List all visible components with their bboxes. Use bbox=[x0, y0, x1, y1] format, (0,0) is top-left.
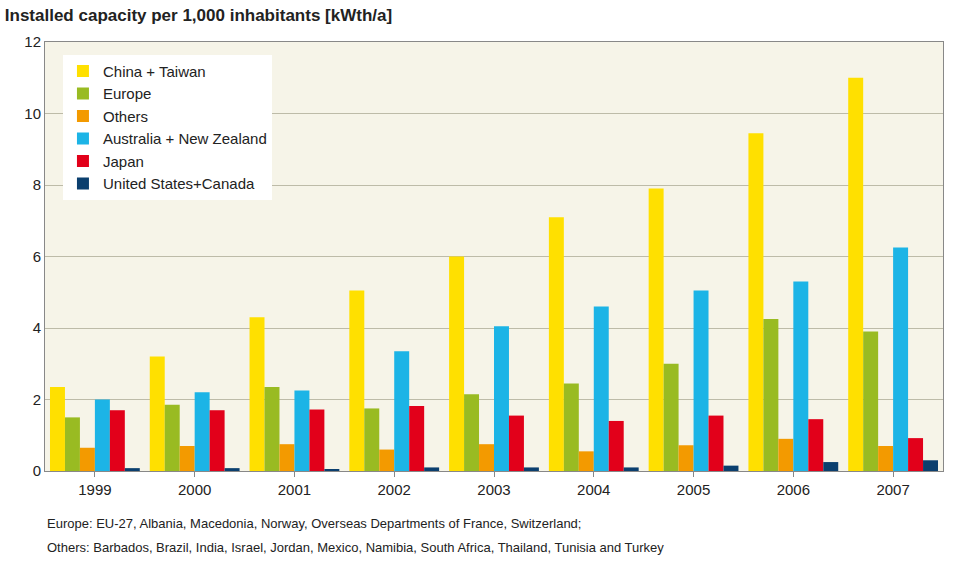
svg-text:2003: 2003 bbox=[477, 481, 510, 498]
svg-text:Australia + New Zealand: Australia + New Zealand bbox=[103, 130, 267, 147]
svg-text:2002: 2002 bbox=[378, 481, 411, 498]
svg-text:Europe: Europe bbox=[103, 85, 151, 102]
svg-text:2005: 2005 bbox=[677, 481, 710, 498]
svg-text:2: 2 bbox=[33, 391, 41, 408]
svg-text:United States+Canada: United States+Canada bbox=[103, 175, 255, 192]
svg-text:1999: 1999 bbox=[78, 481, 111, 498]
svg-text:2004: 2004 bbox=[577, 481, 610, 498]
svg-text:2000: 2000 bbox=[178, 481, 211, 498]
svg-text:6: 6 bbox=[33, 248, 41, 265]
svg-text:10: 10 bbox=[24, 105, 41, 122]
svg-text:Others: Barbados, Brazil, Indi: Others: Barbados, Brazil, India, Israel,… bbox=[47, 540, 664, 555]
svg-text:12: 12 bbox=[24, 33, 41, 50]
svg-text:2001: 2001 bbox=[278, 481, 311, 498]
svg-text:2006: 2006 bbox=[777, 481, 810, 498]
svg-text:Japan: Japan bbox=[103, 153, 144, 170]
svg-text:Europe: EU-27, Albania, Macedo: Europe: EU-27, Albania, Macedonia, Norwa… bbox=[47, 516, 581, 531]
svg-text:China + Taiwan: China + Taiwan bbox=[103, 63, 206, 80]
svg-text:8: 8 bbox=[33, 176, 41, 193]
svg-text:4: 4 bbox=[33, 319, 41, 336]
svg-text:2007: 2007 bbox=[876, 481, 909, 498]
svg-text:Installed capacity per 1,000 i: Installed capacity per 1,000 inhabitants… bbox=[5, 6, 392, 25]
svg-text:Others: Others bbox=[103, 108, 148, 125]
svg-text:0: 0 bbox=[33, 462, 41, 479]
